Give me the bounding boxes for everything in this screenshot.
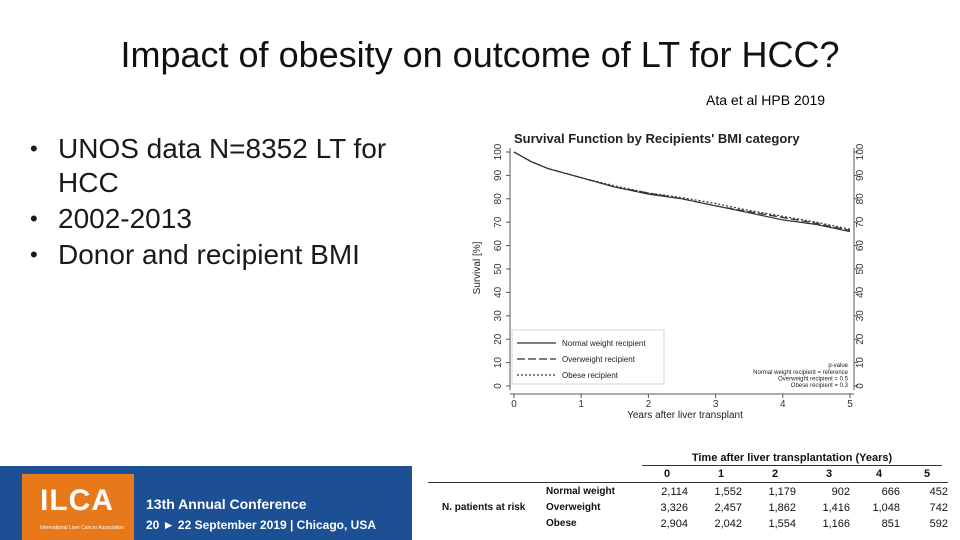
- y-tick-label: 30: [493, 310, 504, 322]
- x-tick-label: 5: [847, 399, 853, 410]
- y-tick-label-right: 20: [855, 333, 866, 345]
- risk-table-cell: 2,114: [661, 486, 688, 498]
- risk-table-group-label: N. patients at risk: [442, 502, 526, 513]
- risk-table-cell: 3,326: [660, 502, 688, 514]
- bullet-item: • Donor and recipient BMI: [30, 238, 410, 272]
- risk-table-cell: 2,904: [660, 518, 688, 530]
- risk-table-cell: 592: [929, 518, 948, 530]
- legend-label: Normal weight recipient: [562, 339, 646, 348]
- conference-name: 13th Annual Conference: [146, 496, 307, 512]
- y-tick-label-right: 90: [855, 169, 866, 181]
- risk-table-column-header: 2: [772, 468, 779, 480]
- y-tick-label: 70: [493, 216, 504, 228]
- bullet-text: UNOS data N=8352 LT for HCC: [58, 133, 387, 198]
- y-tick-label: 90: [493, 169, 504, 181]
- y-axis-label: Survival [%]: [472, 241, 483, 294]
- y-tick-label-right: 70: [855, 216, 866, 228]
- slide-title: Impact of obesity on outcome of LT for H…: [120, 34, 840, 75]
- risk-table-cell: 1,179: [768, 486, 796, 498]
- pvalue-header: p-value: [828, 363, 848, 369]
- ilca-logo-subtitle: International Liver Cancer Association: [40, 525, 124, 531]
- bullet-dot-icon: •: [30, 136, 38, 161]
- bullet-item: • UNOS data N=8352 LT for HCC: [30, 132, 410, 200]
- risk-table-cell: 1,552: [714, 486, 742, 498]
- pvalue-line: Overweight recipient = 0.5: [778, 377, 849, 383]
- bullet-dot-icon: •: [30, 242, 38, 267]
- risk-table-cell: 1,048: [872, 502, 900, 514]
- risk-table-row-label: Overweight: [546, 502, 601, 513]
- chart-title: Survival Function by Recipients' BMI cat…: [514, 131, 800, 146]
- y-tick-label: 20: [493, 333, 504, 345]
- y-tick-label-right: 60: [855, 240, 866, 252]
- legend: Normal weight recipient Overweight recipi…: [511, 329, 665, 385]
- risk-table-cell: 2,457: [714, 502, 742, 514]
- risk-table-cell: 1,166: [822, 518, 850, 530]
- series-line-longdash: [513, 151, 851, 231]
- y-tick-label-right: 80: [855, 193, 866, 205]
- risk-table-column-header: 3: [826, 468, 833, 480]
- bullet-dot-icon: •: [30, 206, 38, 231]
- risk-table-cell: 902: [831, 486, 850, 498]
- bullet-list: • UNOS data N=8352 LT for HCC • 2002-2013 …: [30, 132, 410, 274]
- risk-table-row-label: Obese: [546, 518, 577, 529]
- risk-table-cell: 742: [929, 502, 948, 514]
- survival-chart: Survival Function by Recipients' BMI cat…: [460, 118, 880, 424]
- x-tick-label: 1: [578, 399, 584, 410]
- risk-table-cell: 452: [929, 486, 948, 498]
- y-tick-label: 100: [493, 143, 504, 160]
- risk-table-column-header: 0: [664, 468, 671, 480]
- risk-table-cell: 1,554: [768, 518, 796, 530]
- risk-table-cell: 851: [881, 518, 900, 530]
- risk-table-header: Time after liver transplantation (Years): [691, 452, 893, 464]
- y-tick-label-right: 0: [855, 383, 866, 389]
- risk-table-rule: [642, 465, 942, 466]
- legend-label: Overweight recipient: [562, 355, 636, 364]
- risk-table-cell: 2,042: [714, 518, 742, 530]
- y-tick-label-right: 30: [855, 310, 866, 322]
- pvalue-line: Obese recipient = 0.3: [791, 383, 849, 389]
- pvalue-line: Normal weight recipient = reference: [753, 370, 849, 376]
- x-tick-label: 2: [646, 399, 652, 410]
- risk-table-cell: 1,416: [822, 502, 850, 514]
- risk-table-column-header: 5: [924, 468, 931, 480]
- risk-table-column-header: 4: [876, 468, 883, 480]
- x-tick-label: 3: [713, 399, 719, 410]
- x-tick-label: 0: [511, 399, 517, 410]
- risk-table-cell: 1,862: [768, 502, 796, 514]
- y-tick-label-right: 40: [855, 286, 866, 298]
- bullet-text: Donor and recipient BMI: [58, 239, 360, 270]
- x-tick-label: 4: [780, 399, 786, 410]
- y-tick-label: 0: [493, 383, 504, 389]
- bullet-item: • 2002-2013: [30, 202, 410, 236]
- risk-table-column-header: 1: [718, 468, 725, 480]
- bullet-text: 2002-2013: [58, 203, 192, 234]
- y-tick-label: 80: [493, 193, 504, 205]
- y-tick-label: 10: [493, 357, 504, 369]
- y-tick-label: 50: [493, 263, 504, 275]
- conference-dates: 20 ► 22 September 2019 | Chicago, USA: [146, 518, 376, 532]
- risk-table-cell: 666: [881, 486, 900, 498]
- y-tick-label: 40: [493, 286, 504, 298]
- legend-label: Obese recipient: [562, 371, 619, 380]
- y-tick-label-right: 50: [855, 263, 866, 275]
- y-tick-label: 60: [493, 240, 504, 252]
- y-tick-label-right: 10: [855, 357, 866, 369]
- ilca-logo-text: ILCA: [40, 484, 114, 517]
- risk-table-row-label: Normal weight: [546, 486, 615, 497]
- series-lines: [513, 151, 851, 233]
- ilca-logo: [22, 474, 134, 540]
- risk-table-rule: [428, 482, 948, 483]
- y-tick-label-right: 100: [855, 143, 866, 160]
- x-axis-label: Years after liver transplant: [627, 410, 743, 421]
- citation: Ata et al HPB 2019: [706, 92, 826, 108]
